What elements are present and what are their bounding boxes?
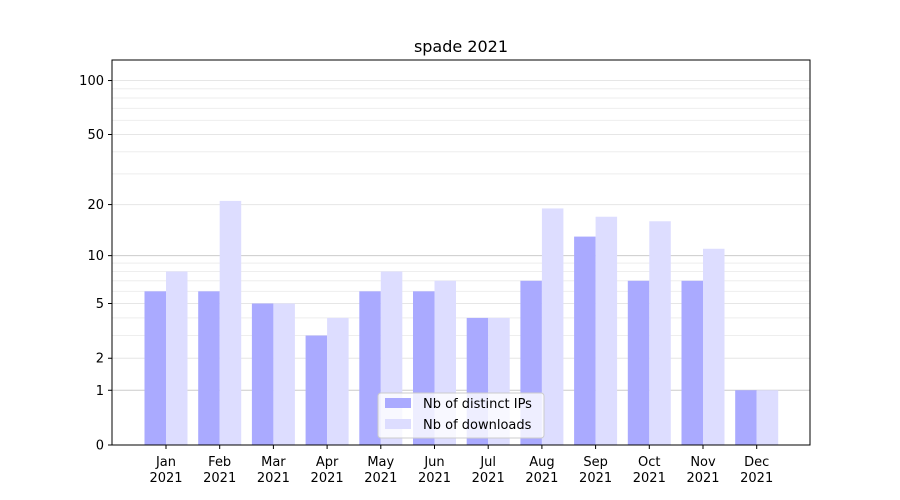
bar-distinct-ips bbox=[574, 236, 596, 445]
y-tick-label: 1 bbox=[96, 384, 104, 399]
y-tick-label: 100 bbox=[79, 74, 104, 89]
x-tick-label-year: 2021 bbox=[579, 471, 612, 486]
bar-downloads bbox=[541, 208, 564, 445]
x-tick-label-year: 2021 bbox=[149, 471, 182, 486]
bar-distinct-ips bbox=[735, 390, 757, 445]
x-axis: Jan2021Feb2021Mar2021Apr2021May2021Jun20… bbox=[149, 445, 773, 486]
bar-distinct-ips bbox=[144, 291, 166, 445]
x-tick-label-month: Jul bbox=[479, 455, 496, 470]
x-tick-label-month: Apr bbox=[316, 455, 339, 470]
legend-box bbox=[377, 392, 545, 439]
y-tick-label: 5 bbox=[96, 297, 104, 312]
x-tick-label-month: Oct bbox=[638, 455, 660, 470]
x-tick-label-year: 2021 bbox=[257, 471, 290, 486]
y-tick-label: 2 bbox=[96, 352, 104, 367]
legend-swatch-distinct-ips bbox=[385, 398, 411, 408]
bar-downloads bbox=[166, 271, 188, 445]
bar-distinct-ips bbox=[681, 280, 703, 445]
x-tick-label-month: Feb bbox=[208, 455, 231, 470]
bar-downloads bbox=[756, 390, 779, 445]
bar-downloads bbox=[649, 221, 671, 445]
bar-downloads bbox=[703, 248, 725, 445]
x-tick-label-month: Jun bbox=[423, 455, 444, 470]
x-tick-label-year: 2021 bbox=[418, 471, 451, 486]
x-tick-label-month: Mar bbox=[261, 455, 286, 470]
x-tick-label-month: Sep bbox=[583, 455, 608, 470]
bar-downloads bbox=[595, 216, 618, 445]
x-tick-label-year: 2021 bbox=[633, 471, 666, 486]
chart-title: spade 2021 bbox=[414, 37, 508, 56]
x-tick-label-month: Nov bbox=[690, 455, 716, 470]
x-tick-label-year: 2021 bbox=[740, 471, 773, 486]
legend: Nb of distinct IPs Nb of downloads bbox=[377, 392, 545, 439]
legend-label-distinct-ips: Nb of distinct IPs bbox=[423, 397, 532, 412]
y-tick-label: 20 bbox=[87, 198, 104, 213]
x-tick-label-year: 2021 bbox=[525, 471, 558, 486]
y-axis: 0 1 2 5 10 20 50 100 bbox=[79, 74, 112, 454]
bar-distinct-ips bbox=[627, 280, 650, 445]
bar-downloads bbox=[327, 317, 349, 445]
legend-label-downloads: Nb of downloads bbox=[423, 418, 532, 433]
x-tick-label-year: 2021 bbox=[203, 471, 236, 486]
bar-distinct-ips bbox=[198, 291, 220, 445]
bar-downloads bbox=[219, 200, 242, 445]
x-tick-label-year: 2021 bbox=[364, 471, 397, 486]
y-tick-label: 0 bbox=[96, 439, 104, 454]
bar-downloads bbox=[273, 303, 295, 445]
legend-swatch-downloads bbox=[385, 419, 411, 429]
x-tick-label-month: Dec bbox=[744, 455, 769, 470]
bar-distinct-ips bbox=[251, 303, 274, 445]
bar-distinct-ips bbox=[305, 335, 328, 445]
plot-frame bbox=[111, 59, 811, 446]
bar-distinct-ips bbox=[359, 291, 381, 445]
x-tick-label-year: 2021 bbox=[686, 471, 719, 486]
x-tick-label-month: Jan bbox=[155, 455, 176, 470]
x-tick-label-month: Aug bbox=[529, 455, 554, 470]
y-tick-label: 50 bbox=[87, 128, 104, 143]
y-tick-label: 10 bbox=[87, 249, 104, 264]
x-tick-label-year: 2021 bbox=[472, 471, 505, 486]
x-tick-label-month: May bbox=[367, 455, 394, 470]
x-tick-label-year: 2021 bbox=[311, 471, 344, 486]
